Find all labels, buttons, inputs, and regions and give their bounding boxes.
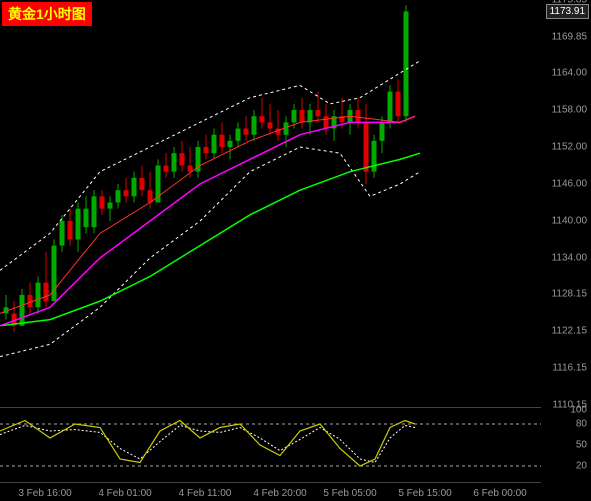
x-tick-label: 5 Feb 15:00 bbox=[398, 488, 451, 499]
y-tick-label: 1134.00 bbox=[552, 252, 587, 263]
x-axis: 3 Feb 16:00 4 Feb 01:00 4 Feb 11:00 4 Feb 2… bbox=[0, 485, 541, 501]
chart-container: 黄金1小时图 1175.851169.851164.001158.001152.… bbox=[0, 0, 591, 501]
x-tick-label: 4 Feb 20:00 bbox=[253, 488, 306, 499]
y-tick-label: 1116.15 bbox=[552, 363, 587, 374]
y-axis-indicator: 100805020 bbox=[541, 410, 591, 480]
y-tick-label: 1152.00 bbox=[552, 142, 587, 153]
x-tick-label: 6 Feb 00:00 bbox=[473, 488, 526, 499]
y-axis-main: 1175.851169.851164.001158.001152.001146.… bbox=[541, 0, 591, 405]
x-tick-label: 5 Feb 05:00 bbox=[323, 488, 376, 499]
x-tick-label: 4 Feb 01:00 bbox=[98, 488, 151, 499]
indicator-y-tick: 80 bbox=[576, 419, 587, 430]
indicator-y-tick: 100 bbox=[570, 405, 587, 416]
x-axis-divider bbox=[0, 482, 541, 483]
chart-title-badge: 黄金1小时图 bbox=[2, 2, 92, 26]
y-tick-label: 1164.00 bbox=[552, 68, 587, 79]
indicator-svg bbox=[0, 410, 541, 480]
main-chart-svg bbox=[0, 0, 541, 405]
main-price-panel[interactable] bbox=[0, 0, 541, 405]
y-tick-label: 1146.00 bbox=[552, 179, 587, 190]
panel-divider bbox=[0, 407, 541, 408]
x-tick-label: 4 Feb 11:00 bbox=[179, 488, 232, 499]
y-tick-label: 1122.15 bbox=[552, 326, 587, 337]
indicator-y-tick: 20 bbox=[576, 461, 587, 472]
x-tick-label: 3 Feb 16:00 bbox=[18, 488, 71, 499]
indicator-panel[interactable] bbox=[0, 410, 541, 480]
y-tick-label: 1140.00 bbox=[552, 215, 587, 226]
current-price-box: 1173.91 bbox=[546, 4, 589, 19]
y-tick-label: 1128.15 bbox=[552, 289, 587, 300]
indicator-y-tick: 50 bbox=[576, 440, 587, 451]
y-tick-label: 1169.85 bbox=[552, 31, 587, 42]
y-tick-label: 1158.00 bbox=[552, 105, 587, 116]
